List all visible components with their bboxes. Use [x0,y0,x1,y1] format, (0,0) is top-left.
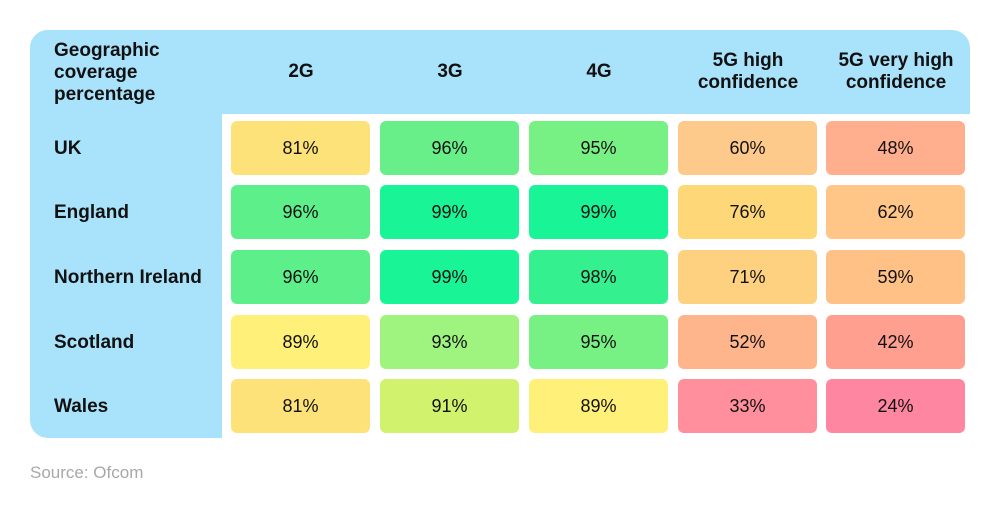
coverage-table: Geographic coverage percentage 2G 3G 4G 5G … [30,30,970,438]
coverage-cell: 60% [678,121,817,175]
row-label: Scotland [54,332,135,353]
coverage-cell: 48% [826,121,965,175]
coverage-cell: 52% [678,315,817,369]
coverage-cell: 93% [380,315,519,369]
coverage-cell: 96% [231,185,370,239]
coverage-cell: 99% [380,185,519,239]
coverage-cell: 89% [231,315,370,369]
column-header-4: 5G high confidence [697,50,799,93]
coverage-cell: 33% [678,379,817,433]
row-label: Northern Ireland [54,267,202,288]
coverage-cell: 62% [826,185,965,239]
coverage-cell: 98% [529,250,668,304]
coverage-cell: 81% [231,379,370,433]
corner-label: Geographic coverage percentage [54,40,160,105]
coverage-cell: 89% [529,379,668,433]
coverage-cell: 76% [678,185,817,239]
row-label: UK [54,138,82,159]
coverage-cell: 81% [231,121,370,175]
row-label: England [54,202,129,223]
column-header-1: 2G [288,61,314,82]
coverage-cell: 59% [826,250,965,304]
column-header-3: 4G [586,61,612,82]
coverage-cell: 96% [231,250,370,304]
row-label: Wales [54,396,109,417]
coverage-cell: 91% [380,379,519,433]
coverage-cell: 99% [529,185,668,239]
row-label-band [30,30,222,438]
coverage-cell: 24% [826,379,965,433]
coverage-cell: 99% [380,250,519,304]
coverage-cell: 71% [678,250,817,304]
source-note: Source: Ofcom [30,463,144,482]
coverage-cell: 96% [380,121,519,175]
coverage-cell: 95% [529,121,668,175]
coverage-cell: 95% [529,315,668,369]
column-header-2: 3G [437,61,463,82]
coverage-cell: 42% [826,315,965,369]
column-header-5: 5G very high confidence [838,50,954,93]
